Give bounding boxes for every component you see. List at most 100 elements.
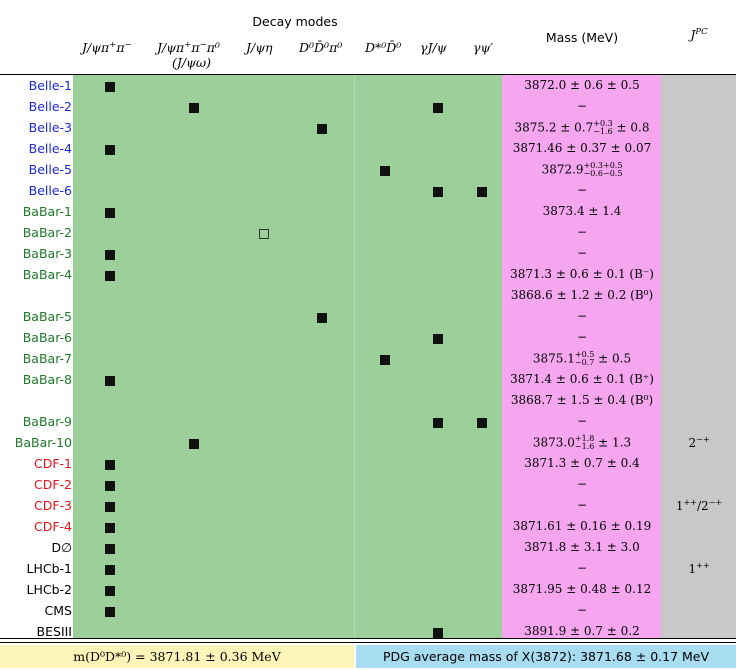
table-row: BaBar-6 − bbox=[0, 328, 736, 349]
mode-header-2-sub: (J/ψω) bbox=[172, 55, 211, 70]
filled-square-marker bbox=[105, 271, 115, 281]
mass-value: 3875.2 ± 0.7 +0.3 −1.6 ± 0.8 bbox=[514, 119, 650, 136]
filled-square-marker bbox=[105, 586, 115, 596]
table-row: Belle-2 − bbox=[0, 97, 736, 118]
experiment-label: BaBar-3 bbox=[22, 246, 72, 261]
filled-square-marker bbox=[105, 565, 115, 575]
experiment-label: D∅ bbox=[51, 540, 72, 555]
decay-modes-heading: Decay modes bbox=[252, 14, 338, 29]
table-row: CDF-3 − 1++/2−+ bbox=[0, 496, 736, 517]
mass-value: 3871.61 ± 0.16 ± 0.19 bbox=[512, 519, 652, 533]
mass-value: 3868.7 ± 1.5 ± 0.4 (B⁰) bbox=[510, 393, 654, 407]
mass-value: 3872.0 ± 0.6 ± 0.5 bbox=[524, 78, 640, 92]
experiment-label: Belle-5 bbox=[28, 162, 72, 177]
filled-square-marker bbox=[433, 334, 443, 344]
table-row: BaBar-8 3871.4 ± 0.6 ± 0.1 (B⁺) bbox=[0, 370, 736, 391]
filled-square-marker bbox=[433, 187, 443, 197]
experiment-label: BaBar-8 bbox=[22, 372, 72, 387]
filled-square-marker bbox=[189, 103, 199, 113]
table-row: CMS − bbox=[0, 601, 736, 622]
filled-square-marker bbox=[317, 313, 327, 323]
mass-value: 3875.1 +0.5 −0.7 ± 0.5 bbox=[532, 350, 632, 367]
table-row: 3868.6 ± 1.2 ± 0.2 (B⁰) bbox=[0, 286, 736, 307]
filled-square-marker bbox=[477, 187, 487, 197]
filled-square-marker bbox=[105, 82, 115, 92]
experiment-label: BaBar-5 bbox=[22, 309, 72, 324]
filled-square-marker bbox=[105, 145, 115, 155]
experiment-label: Belle-6 bbox=[28, 183, 72, 198]
mode-header-5: D*⁰D̄⁰ bbox=[365, 40, 402, 55]
jpc-column-background bbox=[661, 75, 736, 638]
table-row: BESIII 3891.9 ± 0.7 ± 0.2 bbox=[0, 622, 736, 643]
table-row: BaBar-4 3871.3 ± 0.6 ± 0.1 (B⁻) bbox=[0, 265, 736, 286]
footer-rule-bottom bbox=[0, 642, 736, 643]
mass-value: 3868.6 ± 1.2 ± 0.2 (B⁰) bbox=[510, 288, 654, 302]
experiment-label: Belle-3 bbox=[28, 120, 72, 135]
experiment-label: LHCb-1 bbox=[26, 561, 73, 576]
mass-column-background bbox=[502, 75, 661, 638]
mode-header-6: γJ/ψ bbox=[420, 40, 447, 55]
mass-value: 3871.3 ± 0.6 ± 0.1 (B⁻) bbox=[510, 267, 654, 281]
open-square-marker bbox=[259, 229, 269, 239]
mass-value: − bbox=[576, 330, 588, 344]
table-row: BaBar-7 3875.1 +0.5 −0.7 ± 0.5 bbox=[0, 349, 736, 370]
jpc-heading: JPC bbox=[690, 27, 708, 43]
filled-square-marker bbox=[105, 376, 115, 386]
table-row: Belle-6 − bbox=[0, 181, 736, 202]
table-row: BaBar-1 3873.4 ± 1.4 bbox=[0, 202, 736, 223]
experiment-label: BaBar-7 bbox=[22, 351, 72, 366]
table-row: BaBar-9 − bbox=[0, 412, 736, 433]
experiment-label: BaBar-10 bbox=[14, 435, 72, 450]
experiment-label: Belle-1 bbox=[28, 78, 72, 93]
jpc-value: 1++ bbox=[688, 561, 710, 576]
filled-square-marker bbox=[105, 460, 115, 470]
mass-value: 3871.3 ± 0.7 ± 0.4 bbox=[524, 456, 640, 470]
mass-value: − bbox=[576, 561, 588, 575]
filled-square-marker bbox=[189, 439, 199, 449]
table-row: BaBar-10 3873.0 +1.8 −1.6 ± 1.3 2−+ bbox=[0, 433, 736, 454]
experiment-label: BaBar-1 bbox=[22, 204, 72, 219]
mode-header-3: J/ψη bbox=[246, 40, 273, 55]
experiment-label: Belle-2 bbox=[28, 99, 72, 114]
mass-value: 3891.9 ± 0.7 ± 0.2 bbox=[524, 624, 640, 638]
filled-square-marker bbox=[105, 544, 115, 554]
mode-header-2: J/ψπ+π−π⁰ bbox=[157, 40, 220, 56]
header-rule bbox=[0, 74, 736, 75]
jpc-value: 1++/2−+ bbox=[675, 498, 723, 513]
filled-square-marker bbox=[105, 208, 115, 218]
experiment-label: CDF-3 bbox=[33, 498, 72, 513]
experiment-label: LHCb-2 bbox=[26, 582, 73, 597]
experiment-label: BaBar-9 bbox=[22, 414, 72, 429]
table-row: LHCb-1 − 1++ bbox=[0, 559, 736, 580]
mass-value: − bbox=[576, 183, 588, 197]
experiment-label: BESIII bbox=[36, 624, 72, 639]
filled-square-marker bbox=[433, 103, 443, 113]
mass-value: − bbox=[576, 498, 588, 512]
mass-value: 3871.95 ± 0.48 ± 0.12 bbox=[512, 582, 652, 596]
footer-pdg-average: PDG average mass of X(3872): 3871.68 ± 0… bbox=[356, 645, 736, 668]
mass-value: − bbox=[576, 225, 588, 239]
mass-value: 3873.0 +1.8 −1.6 ± 1.3 bbox=[532, 434, 632, 451]
table-row: Belle-4 3871.46 ± 0.37 ± 0.07 bbox=[0, 139, 736, 160]
filled-square-marker bbox=[380, 355, 390, 365]
filled-square-marker bbox=[433, 418, 443, 428]
experiment-label: CDF-4 bbox=[33, 519, 72, 534]
mass-value: − bbox=[576, 99, 588, 113]
mass-value: 3871.46 ± 0.37 ± 0.07 bbox=[512, 141, 652, 155]
filled-square-marker bbox=[433, 628, 443, 638]
mass-value: − bbox=[576, 246, 588, 260]
filled-square-marker bbox=[317, 124, 327, 134]
mode-header-1: J/ψπ+π− bbox=[82, 40, 132, 56]
filled-square-marker bbox=[477, 418, 487, 428]
table-row: BaBar-2 − bbox=[0, 223, 736, 244]
mass-value: 3871.4 ± 0.6 ± 0.1 (B⁺) bbox=[510, 372, 654, 386]
footer-rule-top bbox=[0, 638, 736, 639]
table-row: BaBar-5 − bbox=[0, 307, 736, 328]
filled-square-marker bbox=[105, 502, 115, 512]
decay-divider bbox=[354, 75, 355, 638]
experiment-label: BaBar-2 bbox=[22, 225, 72, 240]
table-row: CDF-4 3871.61 ± 0.16 ± 0.19 bbox=[0, 517, 736, 538]
table-row: CDF-2 − bbox=[0, 475, 736, 496]
table-row: 3868.7 ± 1.5 ± 0.4 (B⁰) bbox=[0, 391, 736, 412]
table-row: Belle-5 3872.9 +0.3+0.5 −0.6−0.5 bbox=[0, 160, 736, 181]
